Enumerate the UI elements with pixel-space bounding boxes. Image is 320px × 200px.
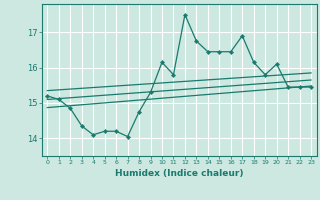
X-axis label: Humidex (Indice chaleur): Humidex (Indice chaleur) — [115, 169, 244, 178]
